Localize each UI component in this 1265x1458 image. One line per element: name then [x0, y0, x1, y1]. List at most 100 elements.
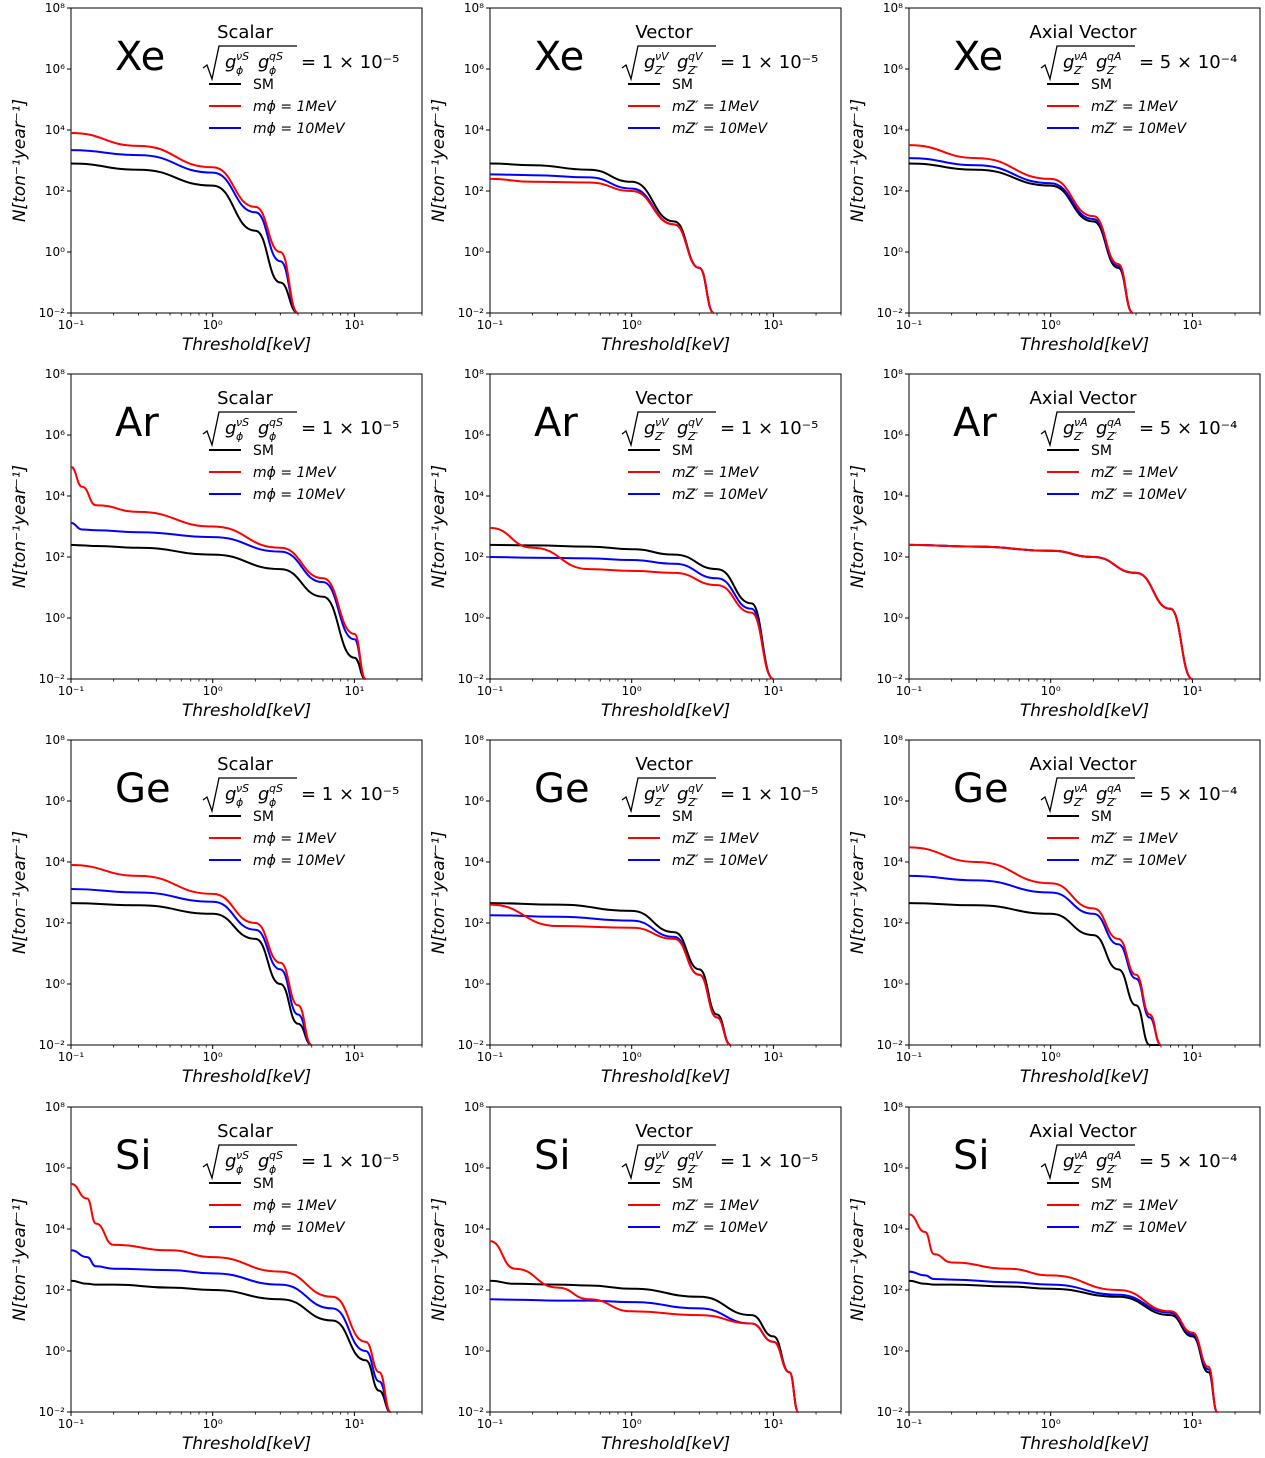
x-tick-label: 10⁰: [1041, 1050, 1061, 1064]
y-tick-label: 10⁶: [464, 794, 484, 808]
coupling-superscript: qV: [688, 1149, 704, 1162]
legend-label: mϕ = 10MeV: [253, 487, 346, 503]
chart-panel-ge-vector: 10⁻¹ 10⁰ 10¹ 10⁻² 10⁰ 10² 10⁴ 10⁶ 10⁸ Threshold[k…: [429, 733, 842, 1087]
x-tick-label: 10¹: [763, 1417, 783, 1431]
y-tick-label: 10⁻²: [877, 672, 904, 686]
y-axis-label: N[ton⁻¹year⁻¹]: [10, 1198, 30, 1321]
y-tick-label: 10⁻²: [458, 1405, 485, 1419]
x-axis-label: Threshold[keV]: [1020, 701, 1149, 721]
legend-label: mZ′ = 10MeV: [672, 1220, 769, 1236]
y-tick-label: 10⁻²: [458, 672, 485, 686]
coupling-symbol: g: [1096, 418, 1107, 439]
legend-label: mZ′ = 10MeV: [672, 487, 769, 503]
coupling-superscript: qV: [688, 416, 704, 429]
y-tick-label: 10⁸: [464, 733, 484, 747]
legend-label: SM: [1091, 77, 1112, 93]
y-tick-label: 10⁸: [883, 733, 903, 747]
y-tick-label: 10²: [45, 916, 65, 930]
legend-label: mZ′ = 1MeV: [1091, 1198, 1179, 1214]
x-tick-label: 10⁻¹: [896, 684, 923, 698]
legend-label: mϕ = 10MeV: [253, 853, 346, 869]
coupling-subscript: Z′: [654, 1163, 666, 1176]
y-tick-label: 10⁶: [45, 1161, 65, 1175]
y-tick-label: 10⁶: [883, 1161, 903, 1175]
x-tick-label: 10¹: [763, 1050, 783, 1064]
coupling-subscript: Z′: [1106, 1163, 1118, 1176]
coupling-symbol: g: [644, 784, 655, 805]
series-line-sm: [70, 1279, 392, 1413]
x-tick-label: 10¹: [763, 318, 783, 332]
model-title: Scalar: [217, 22, 273, 43]
coupling-subscript: Z′: [687, 430, 699, 443]
coupling-value: = 5 × 10⁻⁴: [1139, 1151, 1237, 1172]
series-line-sm: [908, 162, 1134, 314]
coupling-subscript: Z′: [1106, 64, 1118, 77]
x-axis-label: Threshold[keV]: [182, 1067, 311, 1087]
coupling-subscript: ϕ: [269, 1163, 276, 1176]
series-line-light-mediator: [489, 177, 715, 314]
x-tick-label: 10⁰: [203, 684, 223, 698]
x-axis-label: Threshold[keV]: [1020, 1067, 1149, 1087]
coupling-superscript: νA: [1074, 782, 1088, 795]
sqrt-symbol: [621, 411, 716, 448]
series-line-sm: [489, 902, 732, 1046]
sqrt-symbol: [1040, 411, 1135, 448]
legend-label: mZ′ = 10MeV: [1091, 1220, 1188, 1236]
series-line-heavy-mediator: [70, 522, 367, 680]
model-title: Scalar: [217, 388, 273, 409]
y-tick-label: 10²: [464, 1283, 484, 1297]
legend-label: SM: [672, 77, 693, 93]
coupling-value: = 1 × 10⁻⁵: [301, 52, 399, 73]
x-tick-label: 10⁻¹: [477, 1050, 504, 1064]
x-tick-label: 10⁻¹: [896, 1417, 923, 1431]
coupling-subscript: ϕ: [269, 64, 276, 77]
x-tick-label: 10⁰: [1041, 684, 1061, 698]
coupling-subscript: Z′: [687, 1163, 699, 1176]
series-line-heavy-mediator: [70, 1249, 392, 1413]
sqrt-symbol: [1040, 1144, 1135, 1181]
coupling-subscript: Z′: [1106, 430, 1118, 443]
coupling-subscript: Z′: [654, 64, 666, 77]
series-line-light-mediator: [70, 132, 299, 314]
legend-label: mZ′ = 10MeV: [672, 853, 769, 869]
coupling-superscript: qA: [1107, 416, 1122, 429]
coupling-symbol: g: [644, 52, 655, 73]
coupling-subscript: ϕ: [269, 796, 276, 809]
series-line-light-mediator: [70, 1182, 392, 1413]
chart-panel-ar-axial-vector: 10⁻¹ 10⁰ 10¹ 10⁻² 10⁰ 10² 10⁴ 10⁶ 10⁸ Threshold[k…: [848, 367, 1261, 721]
coupling-symbol: g: [1096, 784, 1107, 805]
y-tick-label: 10⁴: [45, 489, 65, 503]
y-tick-label: 10⁰: [464, 611, 484, 625]
x-axis-label: Threshold[keV]: [182, 1434, 311, 1454]
chart-panel-xe-axial-vector: 10⁻¹ 10⁰ 10¹ 10⁻² 10⁰ 10² 10⁴ 10⁶ 10⁸ Threshold[k…: [848, 1, 1261, 355]
chart-panel-xe-vector: 10⁻¹ 10⁰ 10¹ 10⁻² 10⁰ 10² 10⁴ 10⁶ 10⁸ Threshold[k…: [429, 1, 842, 355]
y-tick-label: 10²: [464, 916, 484, 930]
sqrt-symbol: [621, 1144, 716, 1181]
y-tick-label: 10²: [883, 916, 903, 930]
y-tick-label: 10²: [883, 550, 903, 564]
legend-label: SM: [672, 1176, 693, 1192]
plot-frame: [908, 739, 1261, 1046]
x-tick-label: 10⁰: [622, 318, 642, 332]
y-tick-label: 10⁻²: [39, 1038, 66, 1052]
coupling-symbol: g: [225, 784, 236, 805]
plot-frame: [489, 739, 842, 1046]
model-title: Axial Vector: [1029, 1121, 1137, 1142]
legend-label: mZ′ = 1MeV: [1091, 465, 1179, 481]
legend-label: mϕ = 10MeV: [253, 1220, 346, 1236]
plot-frame: [908, 373, 1261, 680]
y-tick-label: 10⁶: [883, 62, 903, 76]
y-tick-label: 10⁸: [45, 1, 65, 15]
legend-label: mZ′ = 10MeV: [672, 121, 769, 137]
y-tick-label: 10²: [45, 1283, 65, 1297]
coupling-value: = 1 × 10⁻⁵: [301, 1151, 399, 1172]
y-tick-label: 10⁴: [464, 855, 484, 869]
coupling-superscript: νS: [236, 416, 249, 429]
legend-label: mϕ = 1MeV: [253, 99, 337, 115]
x-axis-label: Threshold[keV]: [601, 1434, 730, 1454]
series-line-heavy-mediator: [70, 149, 299, 314]
coupling-symbol: g: [258, 784, 269, 805]
x-tick-label: 10⁻¹: [58, 1050, 85, 1064]
chart-panel-ar-scalar: 10⁻¹ 10⁰ 10¹ 10⁻² 10⁰ 10² 10⁴ 10⁶ 10⁸ Threshold[k…: [10, 367, 423, 721]
coupling-superscript: qS: [269, 416, 283, 429]
